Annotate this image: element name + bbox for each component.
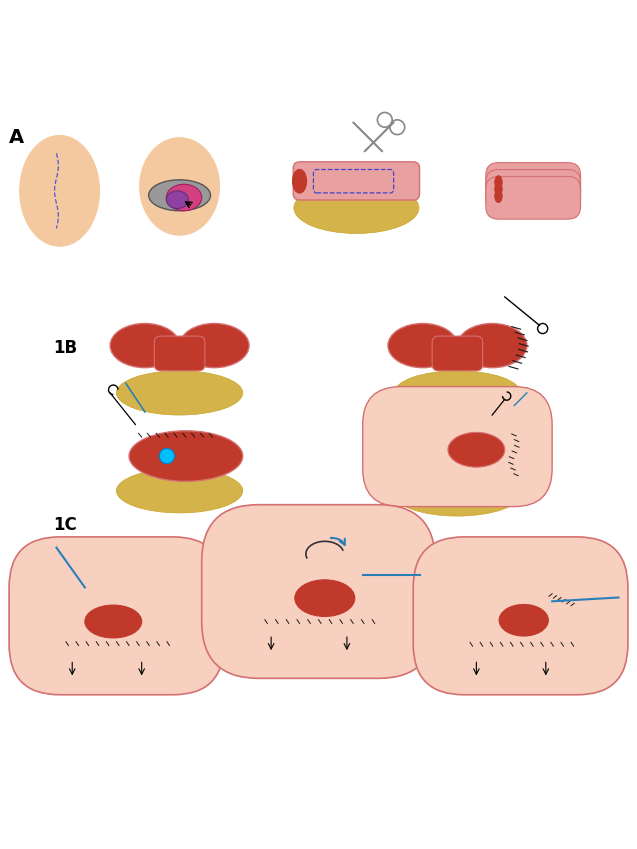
Text: 1C: 1C [54,516,77,534]
Ellipse shape [495,176,503,188]
Ellipse shape [448,432,505,467]
Ellipse shape [129,430,243,481]
Text: A: A [9,127,24,147]
Ellipse shape [85,605,141,638]
FancyBboxPatch shape [486,177,580,219]
Ellipse shape [252,616,385,669]
Ellipse shape [110,323,180,368]
Ellipse shape [495,183,503,196]
FancyBboxPatch shape [413,537,628,694]
Ellipse shape [140,138,219,235]
Ellipse shape [495,191,571,203]
Ellipse shape [295,580,355,616]
FancyBboxPatch shape [362,386,552,507]
Ellipse shape [166,184,202,211]
Ellipse shape [388,323,457,368]
Ellipse shape [292,169,306,193]
Ellipse shape [499,604,548,636]
FancyBboxPatch shape [202,504,435,678]
FancyBboxPatch shape [154,336,205,371]
Ellipse shape [495,198,571,211]
Ellipse shape [394,371,520,415]
FancyBboxPatch shape [486,170,580,212]
FancyBboxPatch shape [293,162,420,200]
Ellipse shape [50,636,183,693]
Text: 1B: 1B [54,340,78,357]
Ellipse shape [180,323,249,368]
Ellipse shape [495,189,503,203]
Circle shape [159,448,175,464]
Ellipse shape [394,472,520,516]
Ellipse shape [20,136,99,246]
Ellipse shape [148,180,210,211]
Ellipse shape [495,184,571,196]
Ellipse shape [117,371,243,415]
Ellipse shape [457,323,527,368]
FancyBboxPatch shape [432,336,483,371]
FancyBboxPatch shape [9,537,224,694]
FancyBboxPatch shape [486,163,580,205]
Ellipse shape [294,183,419,233]
Ellipse shape [117,469,243,513]
Ellipse shape [454,636,587,693]
Ellipse shape [166,191,189,209]
